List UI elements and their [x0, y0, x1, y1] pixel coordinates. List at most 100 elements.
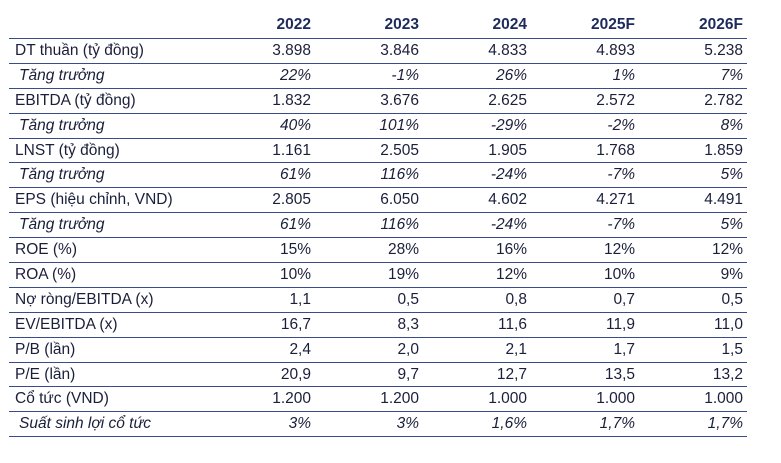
header-year-2022: 2022: [207, 12, 315, 39]
row-value-cell: 101%: [315, 113, 423, 139]
row-value-cell: 1%: [531, 63, 639, 89]
row-label: P/B (lần): [9, 337, 207, 363]
header-year-2024: 2024: [423, 12, 531, 39]
row-value-cell: 16%: [423, 237, 531, 264]
row-value-cell: 1.768: [531, 138, 639, 164]
row-label: ROA (%): [9, 262, 207, 288]
row-value-cell: 1.905: [423, 138, 531, 164]
header-year-2026f: 2026F: [639, 12, 747, 39]
row-value-cell: 1.000: [531, 386, 639, 413]
row-value-cell: -7%: [531, 162, 639, 189]
table-row: ROE (%) 15% 28% 16% 12% 12%: [9, 237, 747, 264]
row-value-cell: -24%: [423, 212, 531, 239]
row-value-cell: -24%: [423, 162, 531, 189]
row-value-cell: 9%: [639, 262, 747, 288]
header-row: 2022 2023 2024 2025F 2026F: [9, 12, 747, 39]
table-row: Tăng trưởng 22% -1% 26% 1% 7%: [9, 63, 747, 89]
row-value-cell: 10%: [531, 262, 639, 288]
table-row: Cổ tức (VND) 1.200 1.200 1.000 1.000 1.000: [9, 386, 747, 413]
row-value-cell: -7%: [531, 212, 639, 239]
row-value-cell: 4.833: [423, 38, 531, 64]
table-row: EPS (hiệu chỉnh, VND) 2.805 6.050 4.602 4.27…: [9, 187, 747, 214]
row-label: EBITDA (tỷ đồng): [9, 88, 207, 114]
table-row: Nợ ròng/EBITDA (x) 1,1 0,5 0,8 0,7 0,5: [9, 287, 747, 313]
row-value-cell: 13,2: [639, 362, 747, 388]
row-label: Tăng trưởng: [9, 212, 207, 239]
table-row: Tăng trưởng 61% 116% -24% -7% 5%: [9, 212, 747, 239]
row-value-cell: 116%: [315, 212, 423, 239]
row-value-cell: 1,1: [207, 287, 315, 313]
row-value-cell: 1,6%: [423, 411, 531, 438]
row-value-cell: 13,5: [531, 362, 639, 388]
row-value-cell: 16,7: [207, 312, 315, 338]
row-value-cell: 4.491: [639, 187, 747, 214]
row-value-cell: 2.572: [531, 88, 639, 114]
row-label: Tăng trưởng: [9, 113, 207, 139]
row-value-cell: 5.238: [639, 38, 747, 64]
row-value-cell: 20,9: [207, 362, 315, 388]
row-value-cell: 11,0: [639, 312, 747, 338]
row-value-cell: 9,7: [315, 362, 423, 388]
row-value-cell: 5%: [639, 212, 747, 239]
row-value-cell: 1,7%: [639, 411, 747, 438]
row-value-cell: 4.893: [531, 38, 639, 64]
row-value-cell: 2,1: [423, 337, 531, 363]
row-value-cell: 1,7%: [531, 411, 639, 438]
row-value-cell: 11,6: [423, 312, 531, 338]
row-value-cell: 6.050: [315, 187, 423, 214]
row-value-cell: 1.161: [207, 138, 315, 164]
row-value-cell: 3%: [315, 411, 423, 438]
header-year-2023: 2023: [315, 12, 423, 39]
row-value-cell: 3.898: [207, 38, 315, 64]
table-row: P/E (lần) 20,9 9,7 12,7 13,5 13,2: [9, 362, 747, 388]
row-value-cell: 1,5: [639, 337, 747, 363]
row-value-cell: 2.625: [423, 88, 531, 114]
table-body: DT thuần (tỷ đồng) 3.898 3.846 4.833 4.893 5.…: [9, 38, 747, 438]
table-row: Suất sinh lợi cổ tức 3% 3% 1,6% 1,7% 1,7%: [9, 411, 747, 438]
table-row: LNST (tỷ đồng) 1.161 2.505 1.905 1.768 1.859: [9, 138, 747, 164]
row-label: Suất sinh lợi cổ tức: [9, 411, 207, 438]
row-value-cell: 1.000: [423, 386, 531, 413]
row-value-cell: 0,5: [315, 287, 423, 313]
row-value-cell: 3.676: [315, 88, 423, 114]
row-label: EV/EBITDA (x): [9, 312, 207, 338]
row-value-cell: 3%: [207, 411, 315, 438]
row-value-cell: 3.846: [315, 38, 423, 64]
row-label: ROE (%): [9, 237, 207, 264]
row-value-cell: 4.271: [531, 187, 639, 214]
row-value-cell: 26%: [423, 63, 531, 89]
row-value-cell: 0,7: [531, 287, 639, 313]
row-value-cell: 2.505: [315, 138, 423, 164]
row-value-cell: 4.602: [423, 187, 531, 214]
row-value-cell: 5%: [639, 162, 747, 189]
row-value-cell: 2.782: [639, 88, 747, 114]
row-value-cell: 40%: [207, 113, 315, 139]
row-value-cell: 19%: [315, 262, 423, 288]
row-value-cell: 8,3: [315, 312, 423, 338]
row-value-cell: 1.832: [207, 88, 315, 114]
row-value-cell: 11,9: [531, 312, 639, 338]
row-value-cell: 1.200: [315, 386, 423, 413]
row-value-cell: 1.200: [207, 386, 315, 413]
row-value-cell: 61%: [207, 212, 315, 239]
row-value-cell: -1%: [315, 63, 423, 89]
row-value-cell: 2,0: [315, 337, 423, 363]
row-label: Nợ ròng/EBITDA (x): [9, 287, 207, 313]
row-label: P/E (lần): [9, 362, 207, 388]
row-value-cell: 116%: [315, 162, 423, 189]
row-value-cell: 1.859: [639, 138, 747, 164]
table-row: Tăng trưởng 61% 116% -24% -7% 5%: [9, 162, 747, 189]
header-year-2025f: 2025F: [531, 12, 639, 39]
row-value-cell: -29%: [423, 113, 531, 139]
row-value-cell: 15%: [207, 237, 315, 264]
row-value-cell: 1.000: [639, 386, 747, 413]
table-row: P/B (lần) 2,4 2,0 2,1 1,7 1,5: [9, 337, 747, 363]
row-value-cell: 12%: [423, 262, 531, 288]
row-label: Cổ tức (VND): [9, 386, 207, 413]
row-value-cell: -2%: [531, 113, 639, 139]
row-label: Tăng trưởng: [9, 162, 207, 189]
row-value-cell: 1,7: [531, 337, 639, 363]
row-value-cell: 10%: [207, 262, 315, 288]
row-value-cell: 2.805: [207, 187, 315, 214]
